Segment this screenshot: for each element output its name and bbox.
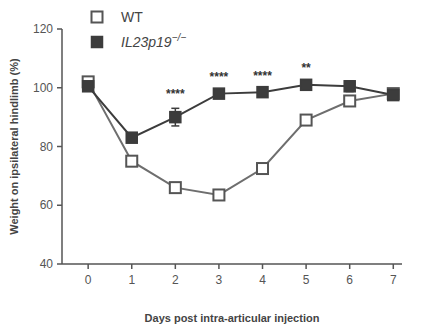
series-line [88,85,393,138]
y-tick-label: 100 [33,81,53,95]
data-point [257,87,268,98]
data-point [257,163,268,174]
legend-label: IL23p19−/− [121,32,186,50]
x-tick-label: 1 [128,273,135,287]
y-tick [57,146,62,148]
series-line [88,82,393,195]
y-axis-label: Weight on ipsilateral hindlimb (%) [8,58,20,235]
y-tick [57,28,62,30]
plot-area [83,76,399,200]
y-tick-label: 40 [40,257,54,271]
significance: **** [253,69,272,83]
y-tick [57,263,62,265]
legend-label: WT [121,9,143,25]
legend-label-sup: −/− [172,32,187,43]
chart: 40 60 80 100 120 0 1 2 3 4 5 6 7 Days post intra-arti… [0,0,433,333]
legend-marker [92,37,103,48]
y-tick [57,205,62,207]
data-point [301,79,312,90]
x-axis [62,263,402,265]
x-tick-label: 4 [259,273,266,287]
y-tick-label: 60 [40,198,54,212]
x-tick [175,264,177,269]
x-tick-label: 3 [216,273,223,287]
data-point [388,90,399,101]
data-point [344,95,355,106]
x-tick [349,264,351,269]
x-tick [218,264,220,269]
y-tick-label: 120 [33,22,53,36]
x-tick-label: 5 [303,273,310,287]
data-point [126,156,137,167]
y-tick [57,87,62,89]
data-point [170,182,181,193]
significance: ** [301,61,311,75]
x-tick-label: 0 [85,273,92,287]
data-point [213,88,224,99]
x-tick [262,264,264,269]
legend-marker [92,12,103,23]
data-point [83,81,94,92]
x-tick [131,264,133,269]
legend-label-main: IL23p19 [121,34,172,50]
error-cap [171,125,179,127]
x-tick [87,264,89,269]
significance: **** [166,87,185,101]
data-point [301,115,312,126]
data-point [344,81,355,92]
x-tick [393,264,395,269]
y-tick-label: 80 [40,140,54,154]
data-point [213,189,224,200]
data-point [126,132,137,143]
error-cap [171,108,179,110]
x-tick [305,264,307,269]
data-point [170,112,181,123]
x-tick-label: 6 [346,273,353,287]
x-tick-label: 7 [390,273,397,287]
x-tick-label: 2 [172,273,179,287]
x-axis-label: Days post intra-articular injection [145,312,320,324]
significance: **** [210,70,229,84]
